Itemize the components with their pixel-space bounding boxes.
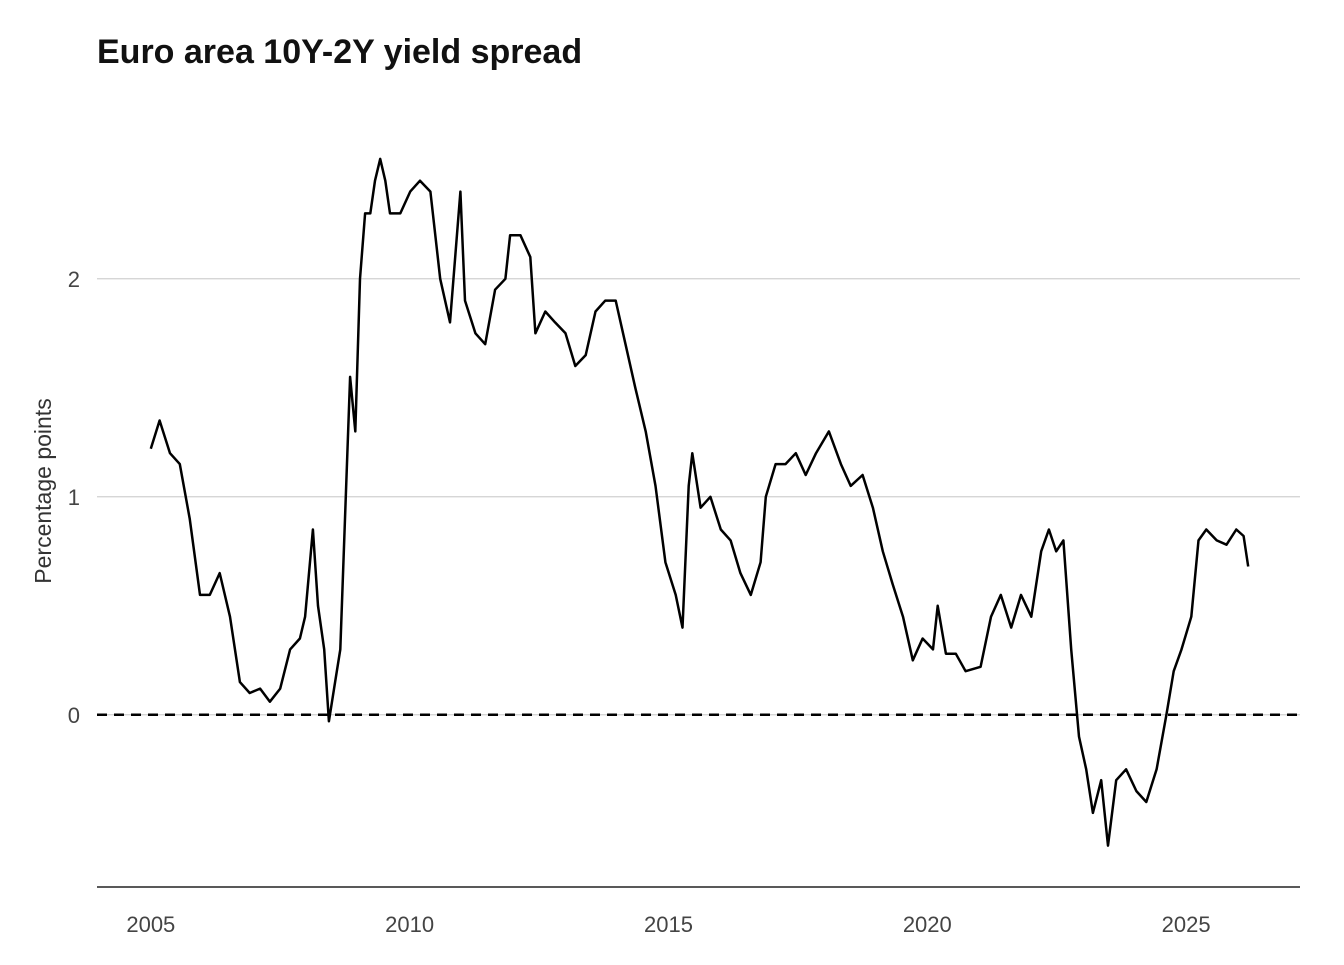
y-tick-label: 1	[68, 485, 80, 510]
x-tick-label: 2015	[644, 912, 693, 937]
y-tick-labels: 0 1 2	[68, 267, 80, 728]
y-axis-label: Percentage points	[30, 398, 56, 583]
chart-title: Euro area 10Y-2Y yield spread	[97, 33, 582, 71]
x-tick-label: 2005	[126, 912, 175, 937]
y-tick-label: 2	[68, 267, 80, 292]
x-tick-label: 2010	[385, 912, 434, 937]
x-tick-labels: 2005 2010 2015 2020 2025	[126, 912, 1210, 937]
x-tick-label: 2020	[903, 912, 952, 937]
x-tick-label: 2025	[1162, 912, 1211, 937]
y-tick-label: 0	[68, 703, 80, 728]
series-line-spread	[149, 157, 1250, 847]
